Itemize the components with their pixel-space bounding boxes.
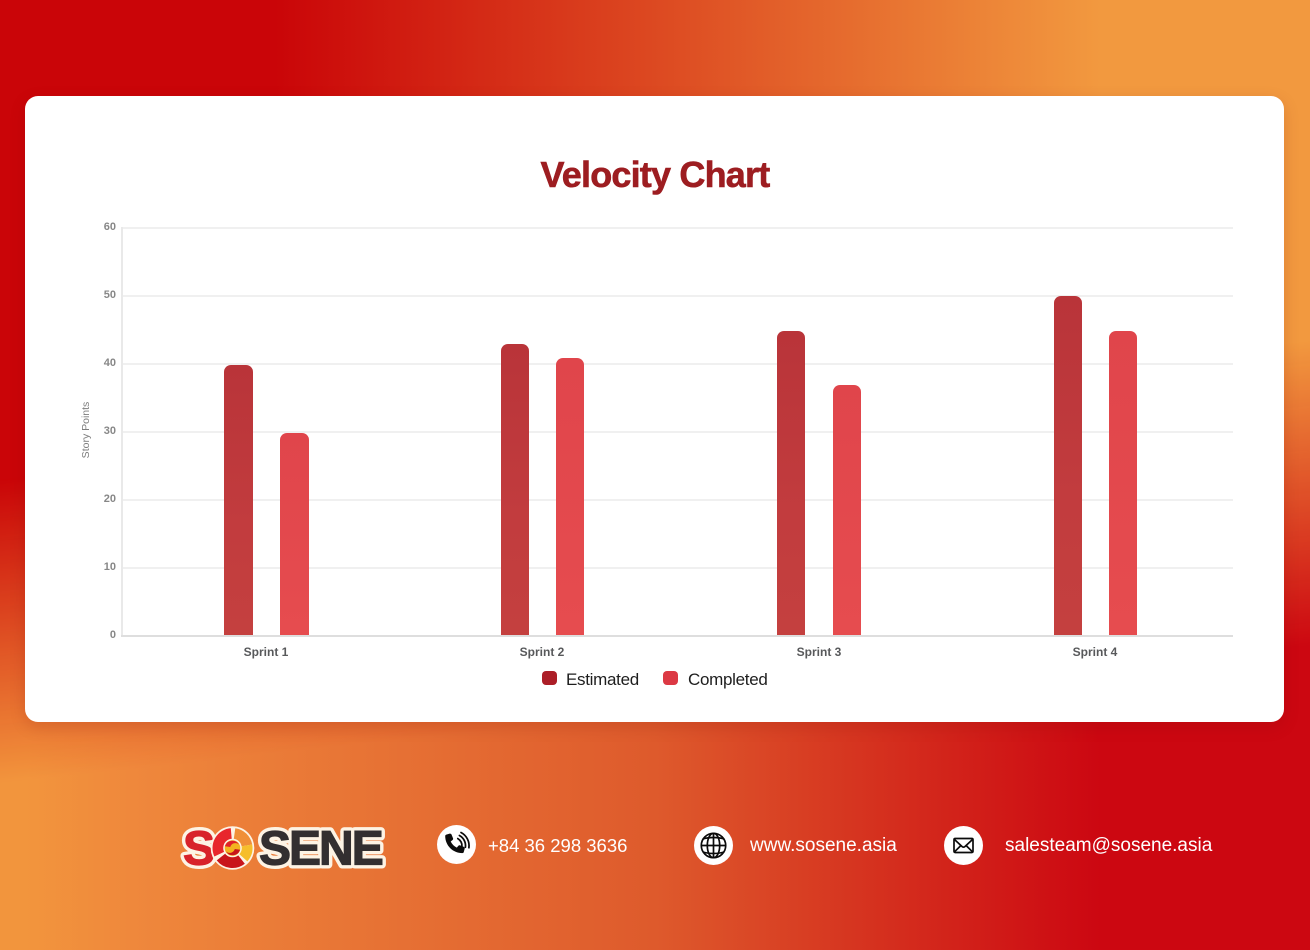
svg-text:SENE: SENE xyxy=(259,823,383,876)
svg-text:S: S xyxy=(183,823,214,876)
svg-text:SENE: SENE xyxy=(259,823,383,876)
